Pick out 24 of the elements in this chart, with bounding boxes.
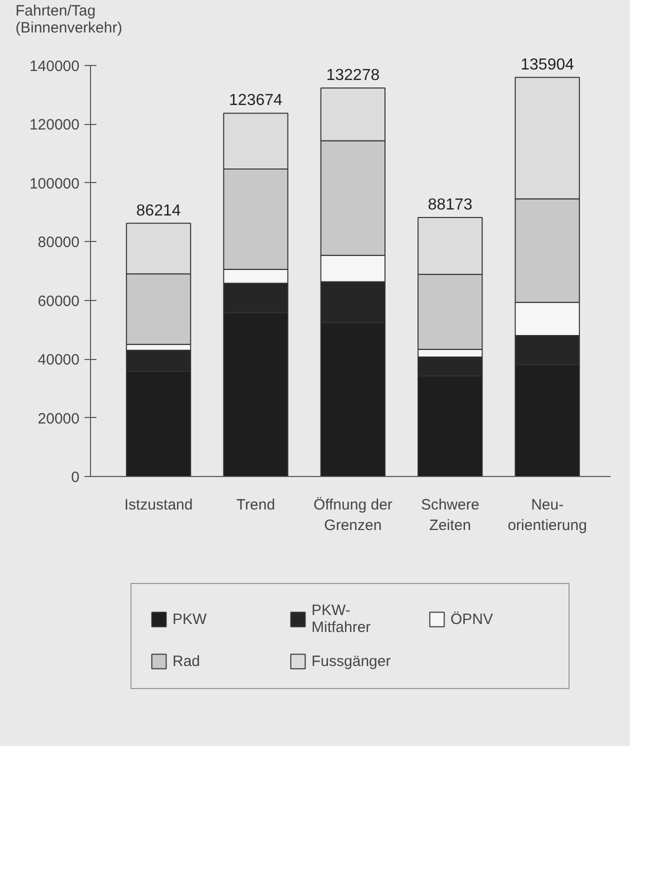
x-tick-label: Öffnung der Grenzen	[313, 496, 392, 534]
legend-label: Rad	[172, 652, 202, 670]
y-axis-title: Fahrten/Tag (Binnenverkehr)	[16, 2, 122, 36]
legend-label: ÖPNV	[450, 610, 494, 628]
y-tick-label: 0	[71, 469, 80, 486]
legend-label: PKW	[172, 610, 208, 628]
y-tick-label: 60000	[38, 292, 80, 310]
legend-label: PKW- Mitfahrer	[312, 602, 372, 636]
x-tick-label: Schwere Zeiten	[420, 496, 480, 534]
x-tick-label: Trend	[236, 496, 276, 514]
total-label: 132278	[326, 66, 380, 84]
y-tick-label: 80000	[38, 234, 80, 252]
y-tick-label: 120000	[29, 116, 80, 134]
y-tick-label: 40000	[38, 352, 80, 369]
total-label: 123674	[229, 92, 283, 110]
total-label: 86214	[136, 202, 181, 220]
y-tick-label: 140000	[29, 58, 80, 75]
legend-label: Fussgänger	[312, 652, 392, 670]
y-tick-label: 100000	[29, 175, 80, 192]
total-label: 135904	[520, 56, 574, 74]
y-tick-label: 20000	[38, 410, 80, 428]
x-tick-label: Istzustand	[124, 496, 193, 514]
x-tick-label: Neu- orientierung	[508, 496, 587, 534]
total-label: 88173	[428, 196, 472, 214]
